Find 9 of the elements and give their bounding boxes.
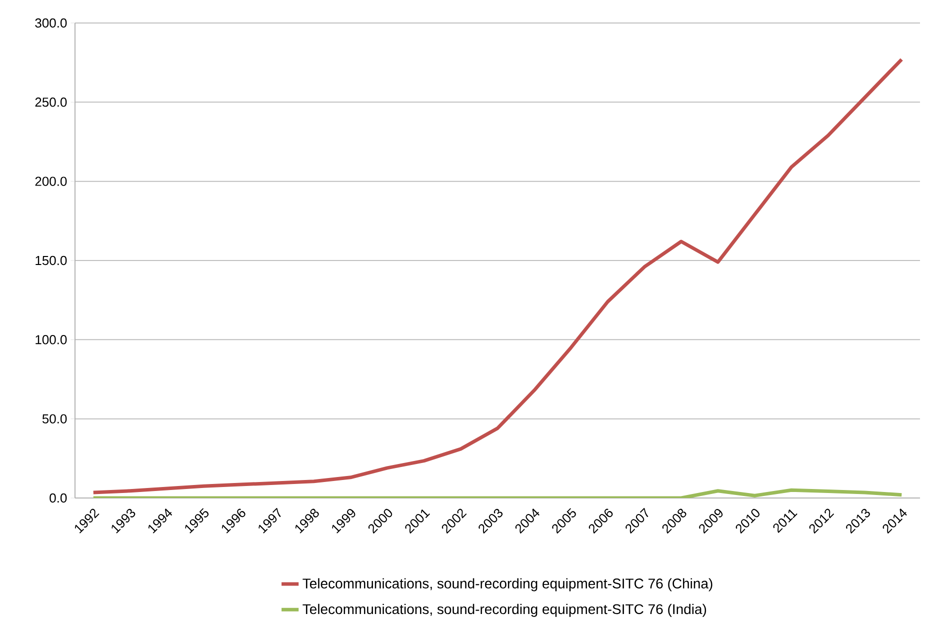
legend-label: Telecommunications, sound-recording equipment-SITC 76 (India) — [302, 604, 706, 617]
y-tick-label: 100.0 — [36, 335, 67, 344]
y-tick-label: 50.0 — [42, 414, 67, 424]
y-tick-label: 0.0 — [50, 493, 67, 503]
y-tick-label: 150.0 — [36, 256, 67, 266]
y-tick-label: 200.0 — [35, 176, 67, 186]
y-tick-label: 300.0 — [35, 18, 67, 28]
legend-label: Telecommunications, sound-recording equipment-SITC 76 (China) — [302, 578, 712, 592]
y-tick-label: 250.0 — [35, 98, 67, 107]
